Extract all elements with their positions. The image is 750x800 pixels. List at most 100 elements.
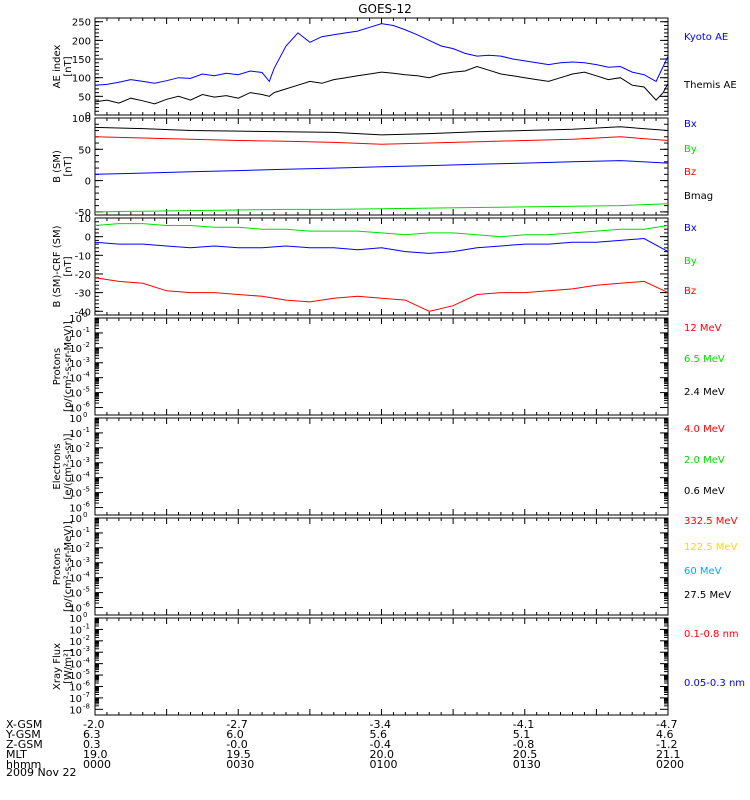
y-tick-exponent: -2: [83, 341, 90, 349]
y-tick-label: 100: [72, 114, 91, 125]
footer-value: 0.3: [83, 738, 101, 751]
y-tick-exponent: 0: [83, 311, 87, 319]
y-axis-label: Protons[p/(cm²-s-sr-MeV)]: [52, 521, 74, 612]
y-tick-label: 10: [69, 474, 82, 485]
y-tick-label: 10: [69, 389, 82, 400]
y-tick-label: -30: [75, 289, 91, 300]
legend-label: By: [684, 256, 697, 267]
y-tick-exponent: -1: [83, 326, 90, 334]
series-line: [94, 223, 669, 238]
y-tick-label: 10: [69, 625, 82, 636]
date-label: 2009 Nov 22: [6, 766, 77, 779]
y-axis-label-line: [nT]: [63, 156, 74, 176]
y-tick-exponent: -2: [83, 541, 90, 549]
y-tick-label: 10: [69, 414, 82, 425]
y-tick-label: -40: [75, 307, 91, 318]
y-tick-exponent: -2: [83, 441, 90, 449]
footer-value: 19.5: [226, 748, 251, 761]
y-axis-label-line: [p/(cm²-s-sr-MeV)]: [63, 321, 74, 412]
y-tick-label: 10: [69, 660, 82, 671]
footer-value: -0.4: [369, 738, 391, 751]
footer-value: -0.8: [512, 738, 535, 751]
footer-value: 21.1: [656, 748, 681, 761]
y-tick-label: 10: [69, 314, 82, 325]
y-tick-label: 100: [72, 74, 91, 85]
y-tick-label: 10: [69, 359, 82, 370]
y-tick-label: 250: [72, 18, 91, 29]
y-axis-label-line: Protons: [52, 348, 63, 385]
y-tick-exponent: 0: [83, 611, 87, 619]
y-tick-label: 10: [69, 589, 82, 600]
footer-value: -1.2: [656, 738, 678, 751]
panel-2: -50 0 50 100 B (SM)[nT] Bx By Bz Bmag: [52, 114, 713, 219]
y-tick-exponent: -6: [83, 501, 91, 509]
footer-value: 0030: [226, 758, 255, 771]
y-axis-label-line: [nT]: [63, 256, 74, 276]
footer-value: 0200: [656, 758, 684, 771]
y-axis-label-line: AE index: [52, 45, 63, 89]
y-tick-label: 50: [78, 145, 91, 156]
footer-row-label: hhmm: [6, 758, 42, 771]
y-tick-label: 10: [69, 604, 82, 615]
footer-value: 0130: [512, 758, 541, 771]
y-tick-exponent: -4: [83, 371, 91, 379]
y-tick-label: 10: [69, 404, 82, 415]
footer-value: 20.5: [512, 748, 538, 761]
y-tick-exponent: -4: [83, 571, 91, 579]
y-tick-exponent: -5: [83, 668, 90, 676]
legend-label: 332.5 MeV: [684, 516, 738, 527]
y-tick-label: 10: [69, 374, 82, 385]
y-tick-exponent: -3: [83, 645, 90, 653]
y-tick-label: 10: [78, 214, 91, 225]
y-tick-label: 10: [69, 329, 82, 340]
footer-row-label: Y-GSM: [6, 728, 41, 741]
legend-label: Bz: [684, 167, 696, 178]
y-axis-label: Xray Flux[W/m²]: [52, 643, 74, 690]
series-line: [94, 160, 669, 175]
y-axis-label-line: [p/(cm²-s-sr-MeV)]: [63, 521, 74, 612]
panel-1: 0 50 100 150 200 250 AE index[nT] Kyoto AE Themi…: [52, 17, 737, 122]
footer-value: -3.4: [369, 718, 391, 731]
panel-frame: [94, 517, 669, 616]
y-axis-label-line: [nT]: [63, 56, 74, 76]
y-tick-exponent: -4: [83, 471, 91, 479]
y-tick-label: 10: [69, 444, 82, 455]
y-tick-exponent: -3: [83, 456, 90, 464]
y-tick-label: 10: [69, 705, 82, 716]
series-line: [94, 237, 669, 254]
y-tick-label: 150: [72, 55, 91, 66]
y-tick-label: 0: [85, 111, 91, 122]
y-tick-exponent: 0: [83, 411, 87, 419]
footer-value: 5.6: [369, 728, 388, 741]
legend-label: 0.6 MeV: [684, 486, 725, 497]
legend-label: 6.5 MeV: [684, 354, 725, 365]
y-tick-label: -50: [75, 208, 91, 219]
panel-frame: [94, 417, 669, 516]
footer-row-label: MLT: [6, 748, 27, 761]
y-tick-exponent: -1: [83, 526, 90, 534]
panel-frame: [94, 617, 669, 716]
footer-value: -4.7: [656, 718, 678, 731]
footer-row-label: X-GSM: [6, 718, 43, 731]
y-tick-label: 0: [85, 233, 91, 244]
series-line: [94, 65, 669, 105]
y-axis-label-line: B (SM): [52, 150, 63, 183]
panel-frame: [94, 317, 669, 416]
panel-3: -40 -30 -20 -10 0 10 B (SM)-CRF (SM)[nT] Bx By Bz: [52, 214, 697, 318]
panel-frame: [94, 17, 669, 116]
y-tick-exponent: -5: [83, 486, 90, 494]
y-tick-label: 10: [69, 574, 82, 585]
footer-value: -2.7: [226, 718, 248, 731]
y-tick-exponent: -6: [83, 601, 91, 609]
y-tick-label: 0: [85, 177, 91, 188]
legend-label: Themis AE: [683, 80, 737, 91]
footer-value: -4.1: [512, 718, 535, 731]
y-tick-label: 10: [69, 514, 82, 525]
footer-value: 19.0: [83, 748, 108, 761]
y-tick-label: 10: [69, 459, 82, 470]
y-tick-exponent: -2: [83, 634, 90, 642]
legend-label: Bmag: [684, 191, 713, 202]
